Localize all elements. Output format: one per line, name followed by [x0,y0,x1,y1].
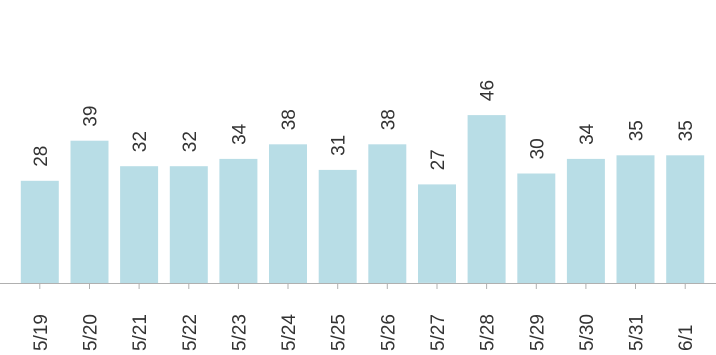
data-label-5/20: 39 [81,106,102,127]
data-label-5/19: 28 [31,146,52,167]
x-ticks-group: 5/19 5/20 5/21 5/22 5/23 5/24 5/25 5/26 5/27 5/28… [31,283,697,351]
x-tick-label-5/28: 5/28 [478,314,499,351]
x-tick-label-5/21: 5/21 [130,314,151,351]
x-tick-label-5/31: 5/31 [627,314,648,351]
data-label-5/21: 32 [130,131,151,152]
bar-5/22 [169,166,208,283]
data-label-6/1: 35 [676,120,697,141]
bar-5/28 [467,115,506,283]
data-label-5/29: 30 [527,138,548,159]
x-tick-label-5/24: 5/24 [279,314,300,351]
x-tick-label-5/26: 5/26 [378,314,399,351]
x-tick-label-5/19: 5/19 [31,314,52,351]
x-tick-label-5/30: 5/30 [577,314,598,351]
bar-5/27 [418,184,456,283]
data-label-5/27: 27 [428,149,449,170]
bar-5/30 [566,158,605,283]
bar-5/20 [70,140,109,283]
data-label-5/28: 46 [478,80,499,101]
bar-5/26 [368,144,407,283]
bar-5/25 [318,169,357,283]
x-tick-label-5/22: 5/22 [180,314,201,351]
data-label-5/22: 32 [180,131,201,152]
bar-6/1 [666,155,705,284]
bars-group [20,115,705,284]
data-label-5/26: 38 [378,109,399,130]
data-labels-group: 28 39 32 32 34 38 31 38 27 46 30 34 35 35 [31,80,697,170]
data-label-5/23: 34 [229,123,250,145]
x-tick-label-5/23: 5/23 [229,314,250,351]
x-tick-label-5/25: 5/25 [329,314,350,351]
data-label-5/24: 38 [279,109,300,130]
bar-5/21 [120,166,159,283]
x-tick-label-5/27: 5/27 [428,314,449,351]
bar-5/31 [616,155,655,284]
bar-5/29 [517,173,556,283]
x-tick-label-5/20: 5/20 [81,314,102,351]
data-label-5/25: 31 [329,135,350,156]
bar-5/24 [269,144,307,283]
bar-5/23 [219,158,258,283]
data-label-5/30: 34 [577,123,598,145]
data-label-5/31: 35 [627,120,648,141]
x-tick-label-5/29: 5/29 [527,314,548,351]
bar-5/19 [20,180,59,283]
x-tick-label-6/1: 6/1 [676,325,697,351]
